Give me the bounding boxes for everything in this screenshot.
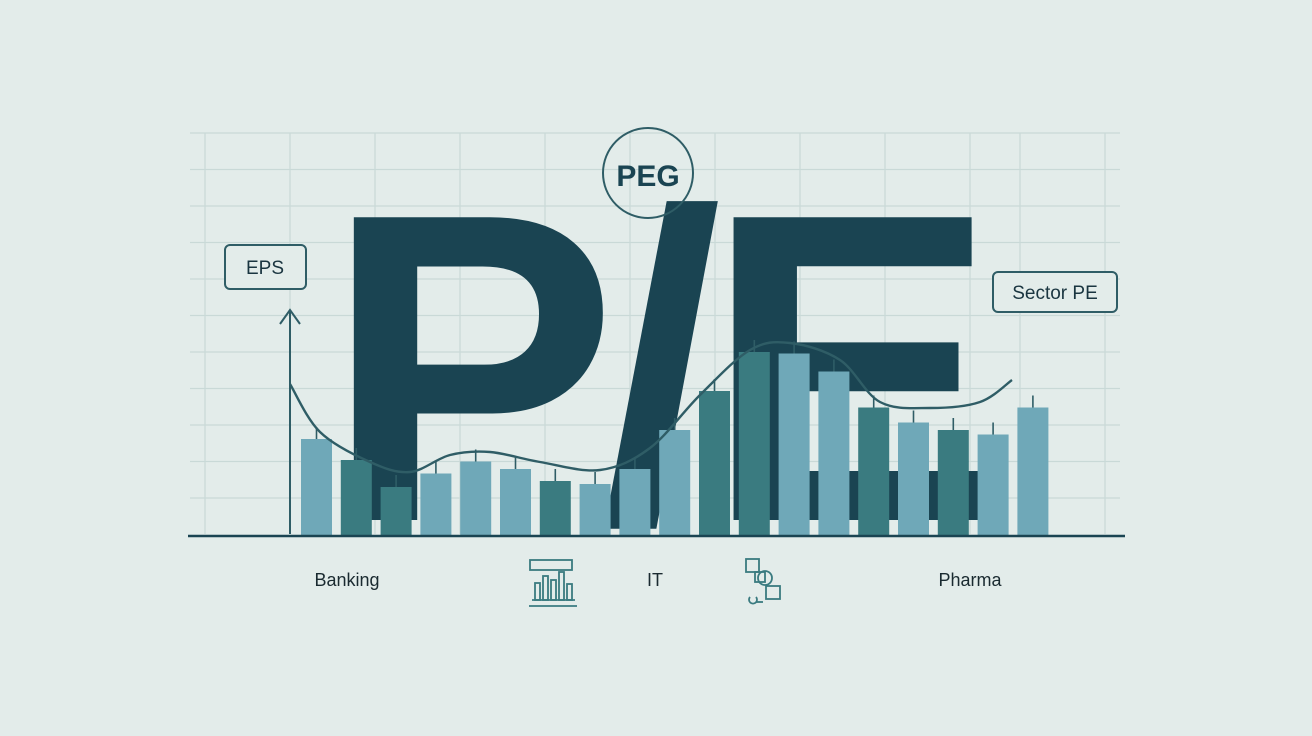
sector-label-it: IT bbox=[647, 570, 663, 590]
bar bbox=[1017, 407, 1049, 535]
bar bbox=[818, 371, 850, 535]
bar bbox=[699, 391, 730, 535]
bar-series bbox=[301, 352, 1049, 535]
bar bbox=[380, 487, 412, 535]
bar bbox=[539, 481, 571, 535]
sector-pe-label: Sector PE bbox=[1012, 283, 1098, 304]
sector-label-pharma: Pharma bbox=[938, 570, 1002, 590]
eps-label: EPS bbox=[246, 258, 284, 279]
trend-curve bbox=[288, 340, 1013, 474]
bar bbox=[977, 434, 1009, 535]
trend-ticks bbox=[315, 340, 1034, 487]
bar-chart-icon bbox=[529, 559, 577, 607]
sector-pe-tag: Sector PE bbox=[992, 271, 1118, 313]
bar bbox=[778, 353, 810, 535]
eps-tag: EPS bbox=[224, 244, 307, 290]
bar bbox=[738, 352, 770, 535]
peg-badge: PEG bbox=[602, 127, 694, 219]
bar bbox=[301, 439, 332, 535]
pe-headline: P/E bbox=[324, 123, 986, 614]
network-nodes-icon bbox=[745, 558, 781, 605]
bar bbox=[858, 407, 890, 535]
eps-arrow bbox=[279, 308, 301, 534]
bar bbox=[340, 460, 372, 535]
bar bbox=[420, 473, 452, 535]
bar bbox=[937, 430, 969, 535]
bar bbox=[619, 469, 651, 535]
bar bbox=[898, 422, 929, 535]
bar bbox=[659, 430, 691, 535]
bar bbox=[579, 484, 611, 535]
peg-label: PEG bbox=[616, 160, 679, 193]
bar bbox=[460, 461, 492, 535]
sector-label-banking: Banking bbox=[314, 570, 379, 590]
bar bbox=[500, 469, 531, 535]
